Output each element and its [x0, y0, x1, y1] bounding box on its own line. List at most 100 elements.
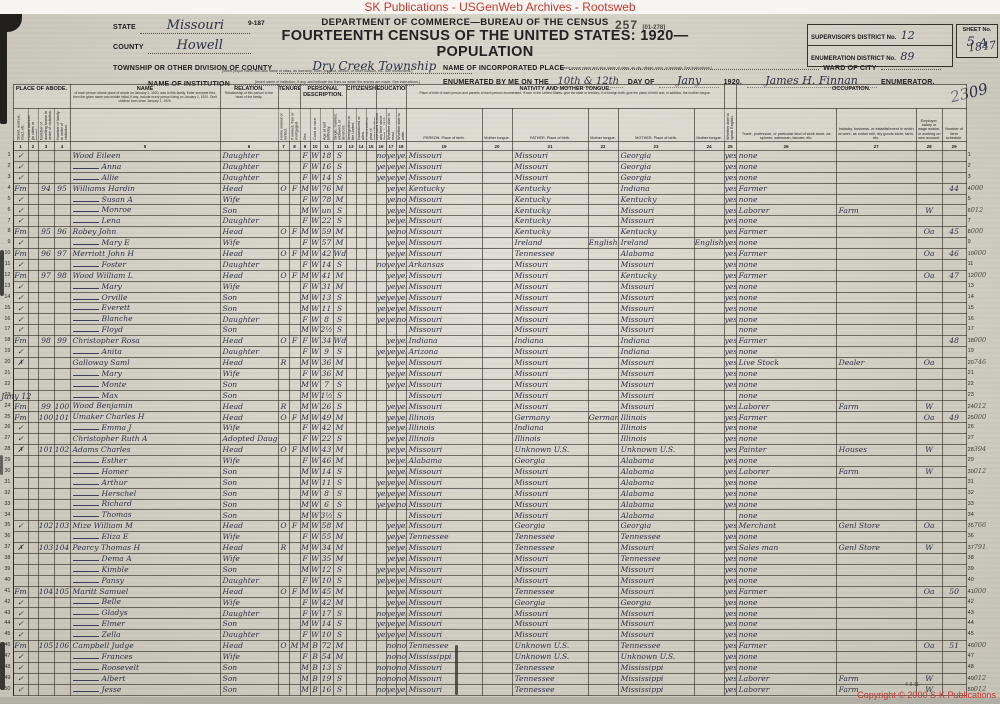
cell-occupation: Laborer — [735, 683, 837, 696]
township-label: TOWNSHIP OR OTHER DIVISION OF COUNTY — [113, 65, 273, 72]
ditto-mark — [72, 294, 99, 300]
cell-naturalized — [355, 640, 367, 652]
cell-street-mark: Fm — [12, 182, 29, 195]
cell-tongue-father — [587, 585, 619, 598]
name-text: Homer — [101, 466, 129, 476]
cell-tongue-father — [587, 389, 619, 402]
row-number-right: 17 — [966, 325, 1000, 336]
supervisor-district-row: SUPERVISOR'S DISTRICT No. 12 — [808, 25, 952, 45]
cell-industry: Genl Store — [835, 520, 917, 533]
cell-name: Galloway Saml — [69, 356, 221, 369]
cell-house-number — [27, 324, 39, 337]
cell-speaks-english: yes — [723, 672, 737, 685]
cell-pob-person: Alabama — [405, 454, 483, 467]
cell-can-read: yes — [385, 171, 397, 184]
cell-can-write — [395, 389, 407, 402]
column-label-2: House number (in cities or towns). — [28, 108, 38, 142]
cell-speaks-english: yes — [723, 291, 737, 304]
cell-marital-status: S — [332, 346, 347, 358]
cell-naturalized — [355, 542, 367, 554]
cell-pob-mother: Missouri — [617, 629, 695, 642]
cell-color-race: W — [309, 574, 321, 587]
cell-can-write: yes — [395, 629, 407, 642]
row-number-right: 15 — [966, 303, 1000, 314]
cell-pob-father: Georgia — [511, 454, 589, 467]
cell-owned-free-or-mortgaged — [288, 552, 301, 565]
group-header-label: NAME — [136, 86, 154, 92]
cell-tongue-father: English — [587, 237, 619, 250]
cell-dwelling-number — [37, 476, 55, 489]
cell-marital-status: S — [332, 476, 347, 489]
cell-speaks-english: yes — [723, 269, 737, 282]
cell-attended-school — [375, 193, 387, 206]
cell-family-number — [53, 422, 71, 435]
cell-pob-mother: Missouri — [617, 400, 695, 413]
row-number-text: 50 — [967, 686, 974, 693]
cell-farm-schedule — [941, 629, 967, 642]
cell-industry — [835, 618, 917, 631]
cell-color-race: W — [309, 400, 321, 413]
cell-house-number — [27, 520, 39, 533]
cell-naturalized — [355, 150, 367, 162]
cell-pob-person: Missouri — [405, 476, 483, 489]
group-header-label: PERSONAL DESCRIPTION. — [303, 86, 343, 99]
cell-can-write: yes — [395, 531, 407, 544]
cell-house-number — [27, 444, 39, 456]
cell-tongue-mother — [693, 465, 725, 478]
cell-name: Albert — [69, 672, 221, 685]
cell-can-write: yes — [395, 422, 407, 435]
row-number-right: 50012 — [966, 684, 1000, 695]
cell-pob-person: Missouri — [405, 237, 483, 250]
column-number-27: 27 — [835, 141, 917, 151]
cell-naturalized — [355, 204, 367, 217]
cell-age: 41 — [319, 269, 334, 282]
cell-pob-father: Missouri — [511, 367, 589, 380]
cell-naturalized — [355, 226, 367, 239]
cell-pob-person: Missouri — [405, 324, 483, 337]
cell-farm-schedule — [941, 291, 967, 304]
cell-age: 58 — [319, 520, 334, 533]
cell-naturalization-year — [365, 313, 377, 326]
cell-immigration-year — [345, 444, 357, 456]
cell-naturalization-year — [365, 215, 377, 228]
cell-family-number — [53, 629, 71, 642]
cell-family-number — [53, 346, 71, 358]
cell-speaks-english — [723, 389, 737, 402]
cell-name: Richard — [69, 498, 221, 511]
cell-house-number — [27, 683, 39, 696]
cell-can-write: yes — [395, 204, 407, 217]
cell-age: 7 — [319, 378, 334, 391]
cell-farm-schedule — [941, 487, 967, 500]
census-row: 39KimbleSonMW12SyesyesyesMissouriMissour… — [0, 563, 1000, 576]
cell-dwelling-number — [37, 563, 55, 576]
cell-house-number — [27, 346, 39, 358]
name-text: Jesse — [101, 684, 122, 694]
cell-can-write: yes — [395, 574, 407, 587]
cell-street-mark: ✗ — [12, 444, 29, 456]
cell-naturalized — [355, 324, 367, 337]
cell-can-read: yes — [385, 215, 397, 228]
cell-immigration-year — [345, 400, 357, 413]
row-number-text: 3 — [967, 173, 971, 180]
cell-industry — [835, 498, 917, 511]
cell-dwelling-number — [37, 204, 55, 217]
ward-blank — [881, 61, 942, 70]
cell-can-read: yes — [385, 629, 397, 642]
cell-industry — [835, 650, 917, 663]
cell-pob-mother: Mississippi — [617, 661, 695, 674]
cell-tongue-person — [481, 422, 513, 435]
cell-pob-father: Missouri — [511, 356, 589, 369]
row-number-left: 8 — [7, 228, 11, 235]
incorporated-place-field: NAME OF INCORPORATED PLACE WARD OF CITY — [443, 57, 942, 75]
cell-sex: F — [299, 171, 311, 184]
cell-home-owned: R — [277, 542, 290, 554]
cell-owned-free-or-mortgaged — [288, 356, 301, 369]
cell-speaks-english: yes — [723, 335, 737, 348]
row-number-right: 39 — [966, 564, 1000, 575]
cell-sex: M — [299, 640, 311, 652]
cell-occupation: none — [735, 237, 837, 250]
cell-sex: M — [299, 509, 311, 522]
cell-family-number: 96 — [53, 226, 71, 239]
cell-pob-person: Missouri — [405, 487, 483, 500]
cell-relation: Wife — [219, 280, 279, 293]
